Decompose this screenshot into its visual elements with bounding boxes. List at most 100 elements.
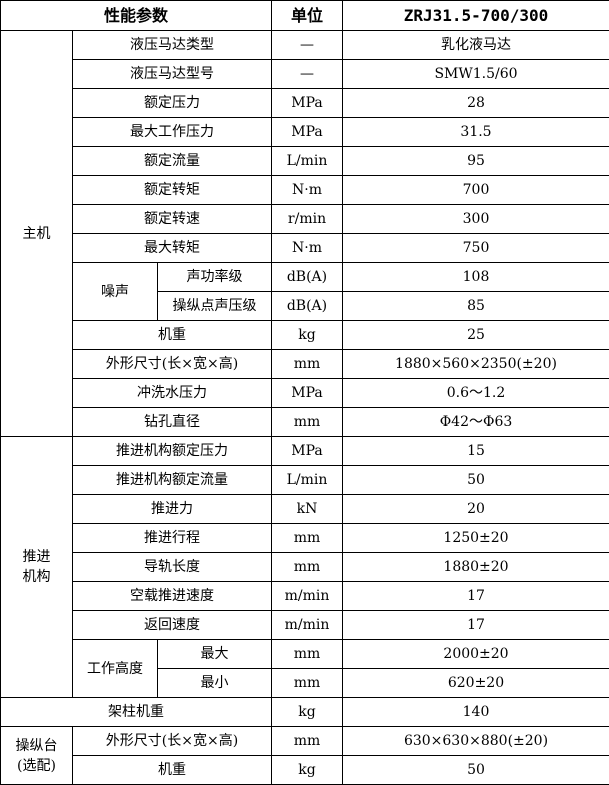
param-name: 机重 <box>72 320 272 350</box>
param-name: 液压马达类型 <box>72 30 272 60</box>
unit-cell: MPa <box>271 378 343 408</box>
unit-cell: N·m <box>271 233 343 263</box>
unit-cell: N·m <box>271 175 343 205</box>
table-row: 最小 mm 620±20 <box>1 668 609 698</box>
value-cell: 1880±20 <box>342 552 609 582</box>
unit-cell: MPa <box>271 88 343 118</box>
unit-cell: kg <box>271 755 343 785</box>
table-row: 操纵台 (选配) 外形尺寸(长×宽×高) mm 630×630×880(±20) <box>0 726 609 785</box>
table-row: 推进行程 mm 1250±20 <box>1 523 609 553</box>
table-row: 导轨长度 mm 1880±20 <box>1 552 609 582</box>
table-row: 主机 液压马达类型 — 乳化液马达 <box>0 30 609 437</box>
value-cell: 630×630×880(±20) <box>342 726 609 756</box>
value-cell: 2000±20 <box>342 639 609 669</box>
value-cell: 140 <box>342 697 609 727</box>
param-name: 操纵点声压级 <box>157 291 272 321</box>
table-row: 推进 机构 推进机构额定压力 MPa 15 <box>0 436 609 698</box>
param-name: 声功率级 <box>157 262 272 292</box>
value-cell: 15 <box>342 436 609 466</box>
unit-cell: — <box>271 30 343 60</box>
param-name: 最大 <box>157 639 272 669</box>
param-name: 机重 <box>72 755 272 785</box>
value-cell: 20 <box>342 494 609 524</box>
param-name: 最大工作压力 <box>72 117 272 147</box>
param-name: 额定压力 <box>72 88 272 118</box>
table-row: 冲洗水压力 MPa 0.6～1.2 <box>1 378 609 408</box>
table-row: 工作高度 最大 mm 2000±20 <box>1 639 609 698</box>
unit-cell: mm <box>271 407 343 437</box>
group-push: 推进 机构 <box>0 436 73 698</box>
value-cell: 1880×560×2350(±20) <box>342 349 609 379</box>
header-model: ZRJ31.5-700/300 <box>342 0 609 31</box>
value-cell: 17 <box>342 581 609 611</box>
value-cell: 31.5 <box>342 117 609 147</box>
value-cell: 750 <box>342 233 609 263</box>
header-row: 性能参数 单位 ZRJ31.5-700/300 <box>0 0 609 31</box>
value-cell: 700 <box>342 175 609 205</box>
group-push-line1: 推进 <box>22 549 51 565</box>
param-name: 架柱机重 <box>0 697 272 727</box>
table-row: 机重 kg 50 <box>1 755 609 785</box>
table-row: 液压马达型号 — SMW1.5/60 <box>1 59 609 89</box>
value-cell: 0.6～1.2 <box>342 378 609 408</box>
unit-cell: r/min <box>271 204 343 234</box>
param-name: 外形尺寸(长×宽×高) <box>72 726 272 756</box>
unit-cell: mm <box>271 726 343 756</box>
table-row: 额定转矩 N·m 700 <box>1 175 609 205</box>
unit-cell: m/min <box>271 581 343 611</box>
value-cell: 28 <box>342 88 609 118</box>
param-name: 导轨长度 <box>72 552 272 582</box>
value-cell: 108 <box>342 262 609 292</box>
table-row: 空载推进速度 m/min 17 <box>1 581 609 611</box>
table-row: 噪声 声功率级 dB(A) 108 <box>1 262 609 321</box>
value-cell: 25 <box>342 320 609 350</box>
param-name: 推进行程 <box>72 523 272 553</box>
unit-cell: — <box>271 59 343 89</box>
value-cell: 1250±20 <box>342 523 609 553</box>
table-row: 钻孔直径 mm Φ42～Φ63 <box>1 407 609 437</box>
unit-cell: MPa <box>271 436 343 466</box>
unit-cell: mm <box>271 349 343 379</box>
param-name: 空载推进速度 <box>72 581 272 611</box>
unit-cell: L/min <box>271 465 343 495</box>
group-console: 操纵台 (选配) <box>0 726 73 785</box>
unit-cell: MPa <box>271 117 343 147</box>
table-row: 最大工作压力 MPa 31.5 <box>1 117 609 147</box>
group-main: 主机 <box>0 30 73 437</box>
table-row: 架柱机重 kg 140 <box>0 697 609 727</box>
unit-cell: dB(A) <box>271 291 343 321</box>
unit-cell: kN <box>271 494 343 524</box>
table-row: 返回速度 m/min 17 <box>1 610 609 640</box>
value-cell: 300 <box>342 204 609 234</box>
value-cell: 17 <box>342 610 609 640</box>
group-noise: 噪声 <box>72 262 158 321</box>
group-height: 工作高度 <box>72 639 158 698</box>
value-cell: 50 <box>342 755 609 785</box>
table-row: 外形尺寸(长×宽×高) mm 1880×560×2350(±20) <box>1 349 609 379</box>
param-name: 额定流量 <box>72 146 272 176</box>
group-console-line1: 操纵台 <box>15 737 58 754</box>
value-cell: 50 <box>342 465 609 495</box>
param-name: 推进机构额定流量 <box>72 465 272 495</box>
table-row: 机重 kg 25 <box>1 320 609 350</box>
value-cell: 95 <box>342 146 609 176</box>
header-unit: 单位 <box>271 0 343 31</box>
param-name: 钻孔直径 <box>72 407 272 437</box>
table-row: 额定压力 MPa 28 <box>1 88 609 118</box>
group-push-line2: 机构 <box>22 569 51 585</box>
table-row: 额定流量 L/min 95 <box>1 146 609 176</box>
group-console-line2: (选配) <box>17 757 56 774</box>
value-cell: 620±20 <box>342 668 609 698</box>
unit-cell: L/min <box>271 146 343 176</box>
unit-cell: mm <box>271 639 343 669</box>
table-row: 推进机构额定流量 L/min 50 <box>1 465 609 495</box>
value-cell: 85 <box>342 291 609 321</box>
value-cell: Φ42～Φ63 <box>342 407 609 437</box>
value-cell: SMW1.5/60 <box>342 59 609 89</box>
unit-cell: dB(A) <box>271 262 343 292</box>
param-name: 返回速度 <box>72 610 272 640</box>
param-name: 外形尺寸(长×宽×高) <box>72 349 272 379</box>
param-name: 额定转矩 <box>72 175 272 205</box>
table-row: 最大转矩 N·m 750 <box>1 233 609 263</box>
